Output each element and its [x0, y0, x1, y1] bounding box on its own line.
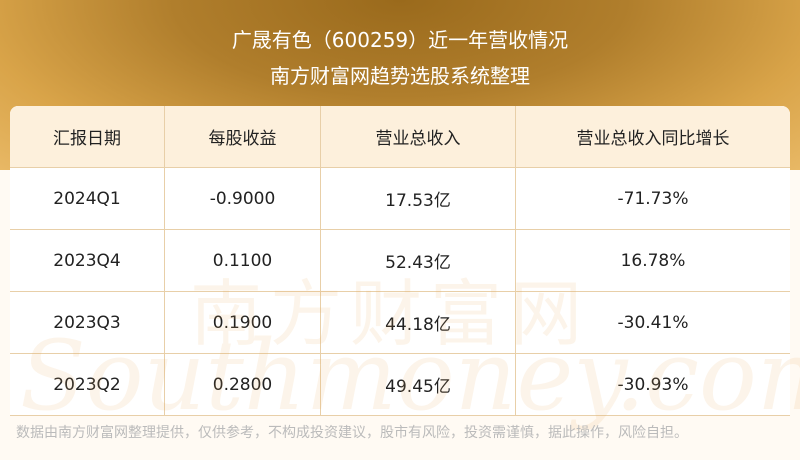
table-cell: 0.2800 — [165, 354, 321, 415]
table-cell: -71.73% — [617, 188, 689, 209]
column-header: 营业总收入同比增长 — [576, 129, 730, 149]
table-row: 2024Q1 -0.9000 17.53亿 -71.73% — [10, 168, 790, 230]
table-cell: 17.53亿 — [321, 168, 516, 229]
column-header: 汇报日期 — [10, 106, 165, 167]
table-cell: -30.93% — [617, 374, 689, 395]
table-cell: 2023Q2 — [10, 354, 165, 415]
table-header-row: 汇报日期 每股收益 营业总收入 营业总收入同比增长 — [10, 106, 790, 168]
table-row: 2023Q4 0.1100 52.43亿 16.78% — [10, 230, 790, 292]
table-cell: 49.45亿 — [321, 354, 516, 415]
table-cell: 0.1100 — [165, 230, 321, 291]
table-cell: 44.18亿 — [321, 292, 516, 353]
column-header: 营业总收入 — [321, 106, 516, 167]
disclaimer: 数据由南方财富网整理提供，仅供参考，不构成投资建议，股市有风险，投资需谨慎，据此… — [16, 425, 688, 441]
column-header: 每股收益 — [165, 106, 321, 167]
table-cell: 2024Q1 — [10, 168, 165, 229]
page-title: 广晟有色（600259）近一年营收情况 — [231, 28, 569, 52]
table-row: 2023Q2 0.2800 49.45亿 -30.93% — [10, 354, 790, 416]
table-cell: 16.78% — [620, 250, 686, 271]
table-cell: -0.9000 — [165, 168, 321, 229]
table-row: 2023Q3 0.1900 44.18亿 -30.41% — [10, 292, 790, 354]
page-subtitle: 南方财富网趋势选股系统整理 — [270, 64, 530, 88]
data-table: 汇报日期 每股收益 营业总收入 营业总收入同比增长 2024Q1 -0.9000 1… — [10, 106, 790, 416]
table-cell: 0.1900 — [165, 292, 321, 353]
table-cell: -30.41% — [617, 312, 689, 333]
table-cell: 2023Q4 — [10, 230, 165, 291]
table-cell: 2023Q3 — [10, 292, 165, 353]
table-cell: 52.43亿 — [321, 230, 516, 291]
